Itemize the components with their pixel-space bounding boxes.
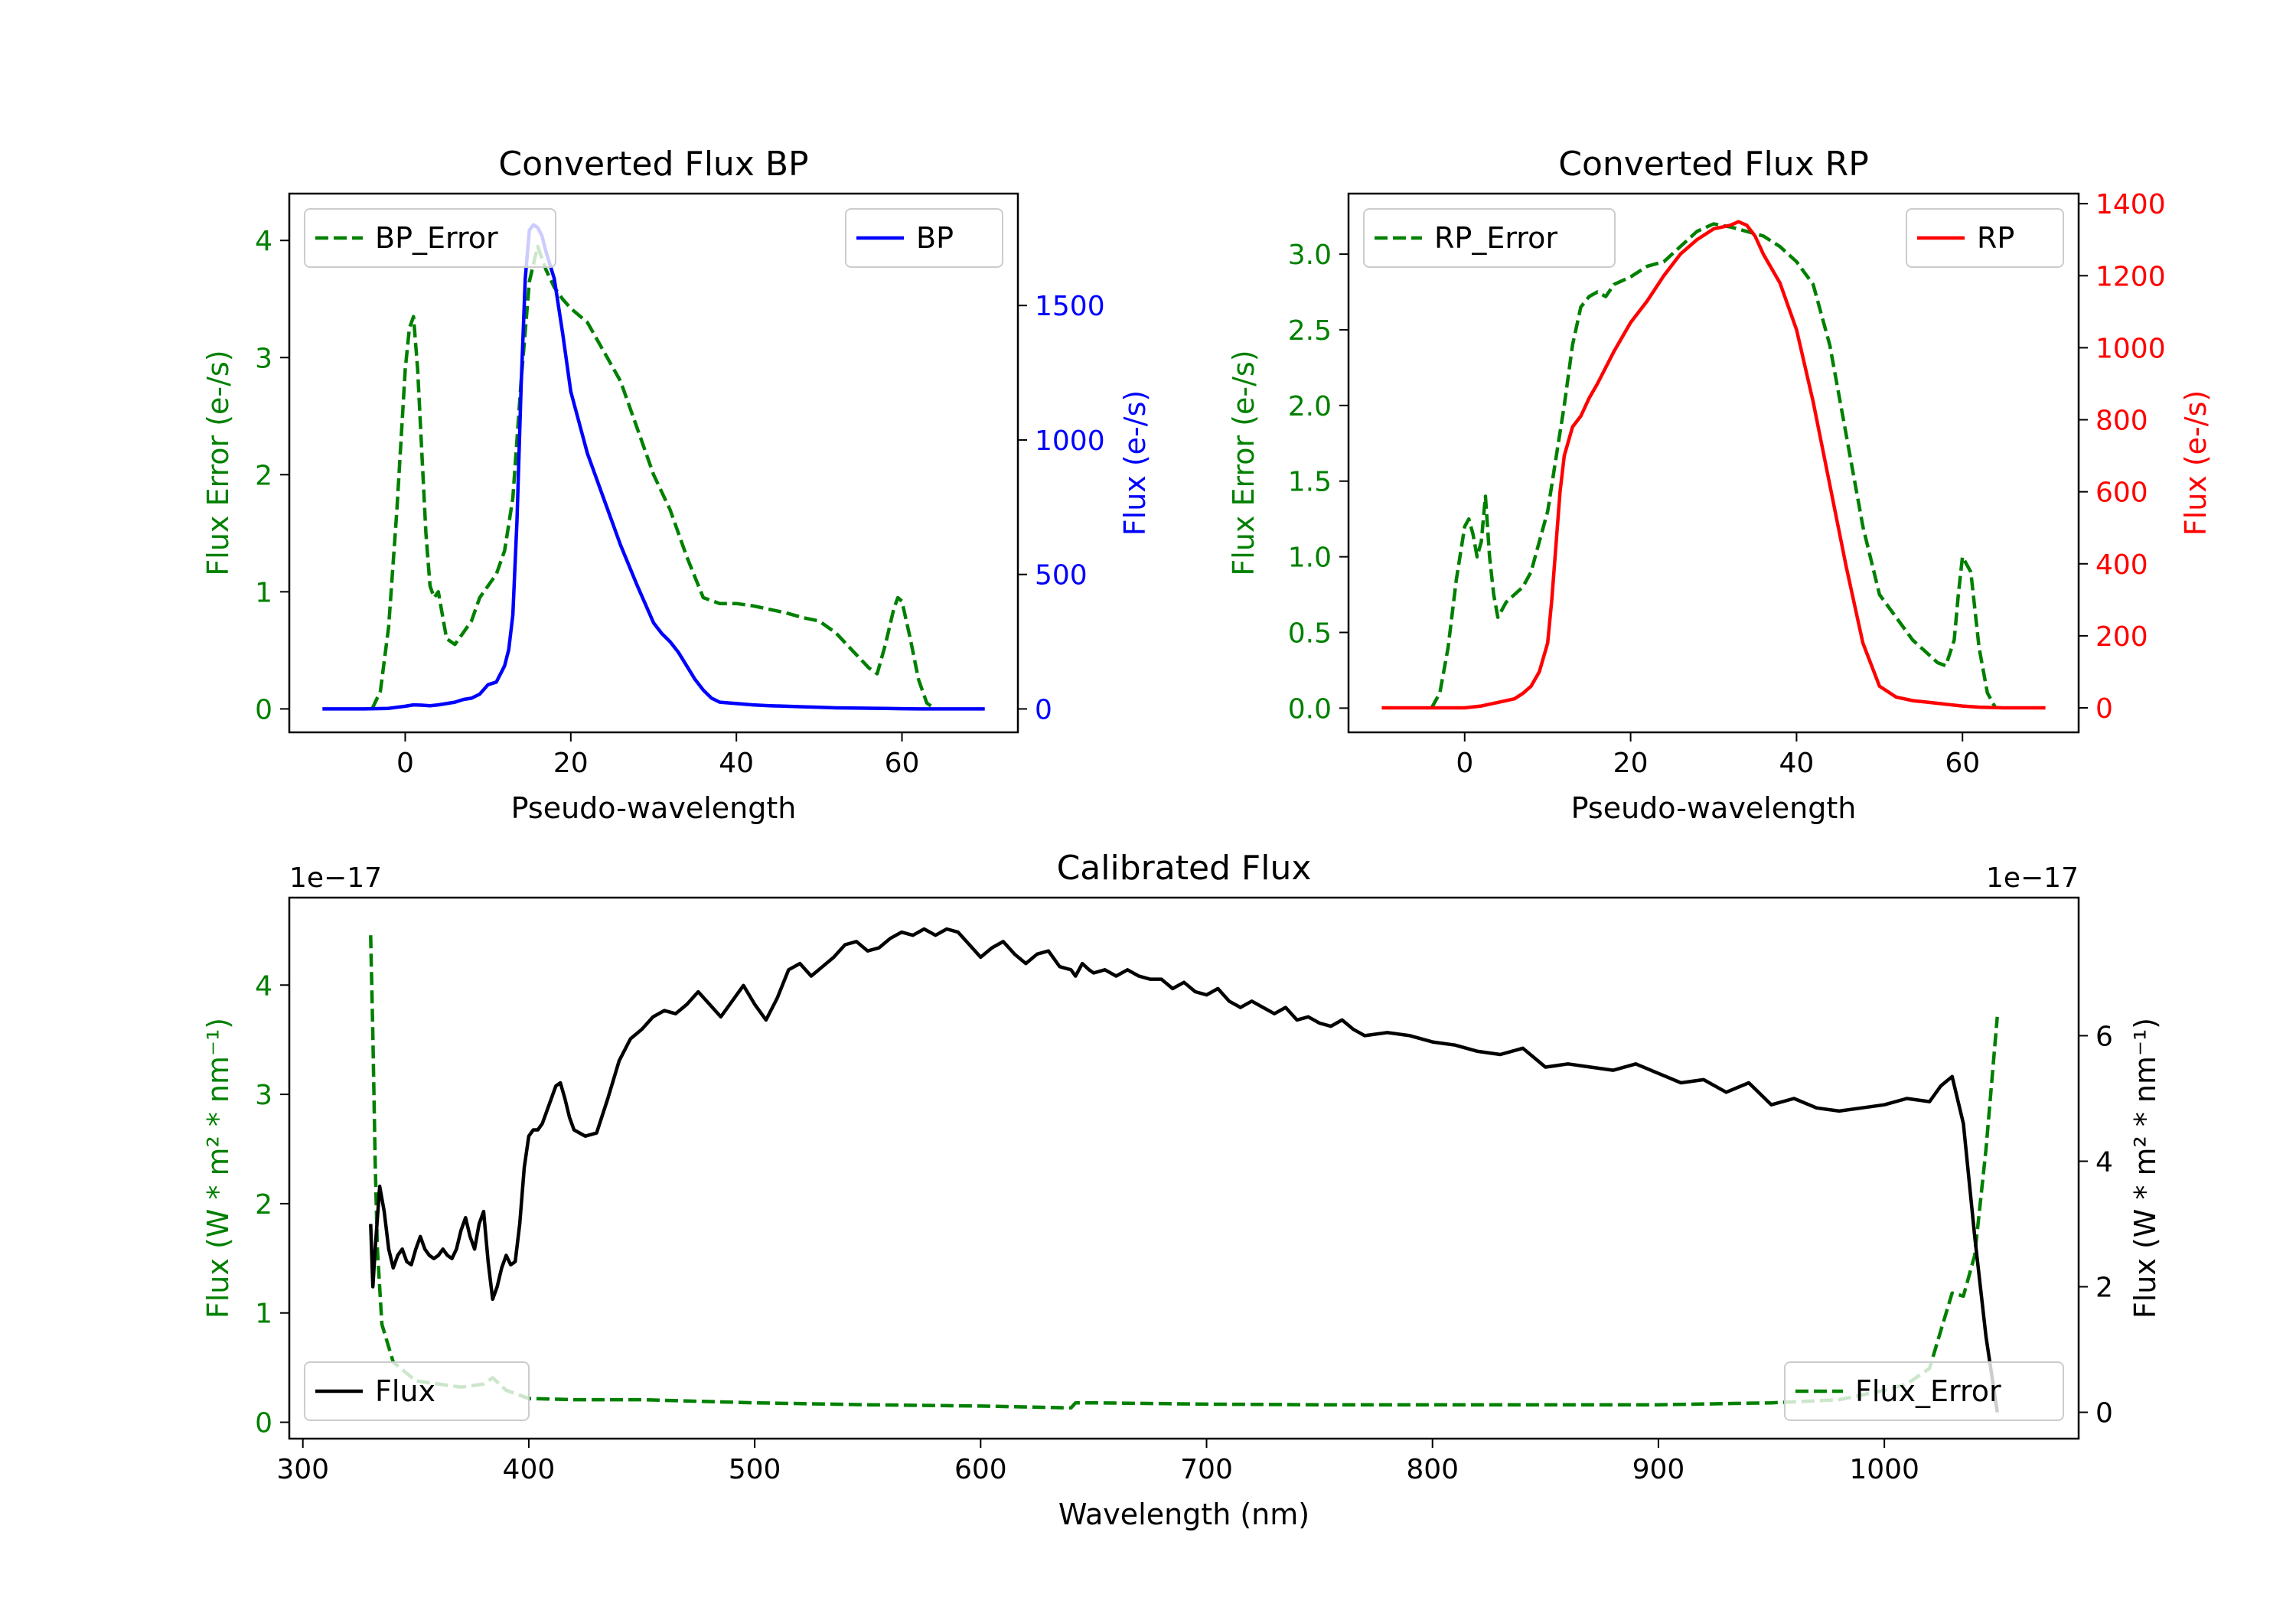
x-tick-label: 60	[1945, 748, 1980, 779]
y-right-axis-label: Flux (e-/s)	[1118, 390, 1152, 536]
x-tick-label: 40	[719, 748, 754, 779]
plot-frame	[1347, 192, 2080, 734]
rp-chart: 0 20 40 60 0.0 0.5 1.0 1.5 2.0 2.5 3.0 0 200 400 600 80…	[1227, 145, 2213, 825]
legend-label: Flux_Error	[1855, 1374, 2001, 1408]
x-axis-label: Pseudo-wavelength	[1571, 791, 1857, 825]
x-tick-label: 500	[729, 1454, 781, 1485]
x-axis-label: Pseudo-wavelength	[511, 791, 797, 825]
y-left-tick-label: 4	[255, 970, 272, 1002]
x-tick-label: 700	[1180, 1454, 1233, 1485]
legend-label: RP_Error	[1434, 221, 1557, 255]
y-left-axis-label: Flux (W * m² * nm⁻¹)	[201, 1018, 235, 1319]
y-right-tick-label: 200	[2095, 621, 2148, 653]
y-left-tick-label: 2	[255, 1189, 272, 1221]
series-flux-line	[369, 927, 1999, 1413]
y-left-tick-label: 3.0	[1288, 240, 1332, 271]
x-tick-label: 800	[1406, 1454, 1459, 1485]
x-tick-label: 0	[396, 748, 414, 779]
series-rp-line	[1381, 220, 2046, 710]
y-right-tick-label: 4	[2095, 1146, 2113, 1178]
y-right-tick-label: 1000	[1035, 425, 1105, 457]
y-right-tick-label: 0	[2095, 693, 2113, 725]
y-left-tick-label: 4	[255, 226, 272, 257]
y-left-axis-label: Flux Error (e-/s)	[201, 350, 235, 575]
series-bp-line	[322, 223, 985, 711]
legend-box	[1784, 1361, 2064, 1421]
x-tick-label: 1000	[1849, 1454, 1919, 1485]
series-bp-error-line	[370, 244, 937, 711]
y-left-tick-label: 2.0	[1288, 391, 1332, 422]
legend-flux-error: Flux_Error	[1784, 1361, 2064, 1421]
y-right-offset-label: 1e−17	[1986, 862, 2079, 894]
legend-bp: BP	[845, 208, 1003, 268]
x-tick-label: 20	[1613, 748, 1649, 779]
y-left-tick-label: 0.0	[1288, 693, 1332, 725]
y-right-tick-label: 6	[2095, 1021, 2113, 1052]
y-left-tick-label: 2	[255, 460, 272, 491]
legend-box	[1363, 208, 1616, 268]
y-right-tick-label: 1000	[2095, 333, 2166, 364]
y-left-tick-label: 0	[255, 1408, 272, 1439]
y-left-tick-label: 0	[255, 694, 272, 725]
chart-title: Calibrated Flux	[1057, 849, 1312, 888]
x-tick-label: 60	[885, 748, 920, 779]
y-right-tick-label: 400	[2095, 549, 2148, 581]
y-left-tick-label: 3	[255, 343, 272, 374]
plot-frame	[288, 192, 1019, 734]
x-tick-label: 40	[1779, 748, 1815, 779]
plot-frame	[288, 896, 2080, 1440]
y-right-tick-label: 2	[2095, 1273, 2113, 1304]
y-right-tick-label: 0	[2095, 1398, 2113, 1429]
legend-rp-error: RP_Error	[1363, 208, 1616, 268]
legend-flux: Flux	[304, 1361, 530, 1421]
y-left-tick-label: 1.0	[1288, 543, 1332, 574]
y-right-tick-label: 800	[2095, 406, 2148, 437]
y-left-tick-label: 1	[255, 1299, 272, 1330]
y-right-tick-label: 1200	[2095, 261, 2166, 292]
x-tick-label: 900	[1632, 1454, 1685, 1485]
y-left-tick-label: 1	[255, 577, 272, 608]
legend-box	[845, 208, 1003, 268]
legend-bp-error: BP_Error	[304, 208, 556, 268]
y-right-tick-label: 1400	[2095, 189, 2166, 220]
x-tick-label: 400	[503, 1454, 556, 1485]
legend-label: RP	[1977, 221, 2014, 255]
y-right-axis-label: Flux (e-/s)	[2179, 390, 2213, 536]
y-right-axis-label: Flux (W * m² * nm⁻¹)	[2128, 1018, 2162, 1319]
x-tick-label: 0	[1456, 748, 1473, 779]
legend-label: Flux	[375, 1374, 435, 1408]
calibrated-flux-chart: 300 400 500 600 700 800 900 1000 0 1 2 3 4 0 2 4 6 Calibr…	[201, 849, 2162, 1531]
y-right-tick-label: 600	[2095, 478, 2148, 509]
legend-box	[304, 1361, 530, 1421]
legend-label: BP_Error	[375, 221, 498, 255]
legend-box	[304, 208, 556, 268]
y-left-tick-label: 2.5	[1288, 315, 1332, 347]
y-left-tick-label: 3	[255, 1080, 272, 1111]
legend-box	[1906, 208, 2064, 268]
y-right-tick-label: 1500	[1035, 291, 1105, 322]
y-left-axis-label: Flux Error (e-/s)	[1227, 350, 1261, 575]
y-left-tick-label: 1.5	[1288, 467, 1332, 498]
y-left-tick-label: 0.5	[1288, 618, 1332, 649]
x-tick-label: 300	[276, 1454, 329, 1485]
chart-title: Converted Flux RP	[1558, 145, 1869, 184]
y-right-tick-label: 500	[1035, 560, 1088, 592]
chart-title: Converted Flux BP	[498, 145, 808, 184]
legend-label: BP	[916, 221, 954, 255]
x-tick-label: 600	[954, 1454, 1007, 1485]
series-rp-error-line	[1430, 222, 1998, 709]
legend-rp: RP	[1906, 208, 2064, 268]
x-axis-label: Wavelength (nm)	[1058, 1498, 1309, 1531]
y-left-offset-label: 1e−17	[289, 862, 382, 894]
y-right-tick-label: 0	[1035, 694, 1052, 725]
x-tick-label: 20	[553, 748, 589, 779]
